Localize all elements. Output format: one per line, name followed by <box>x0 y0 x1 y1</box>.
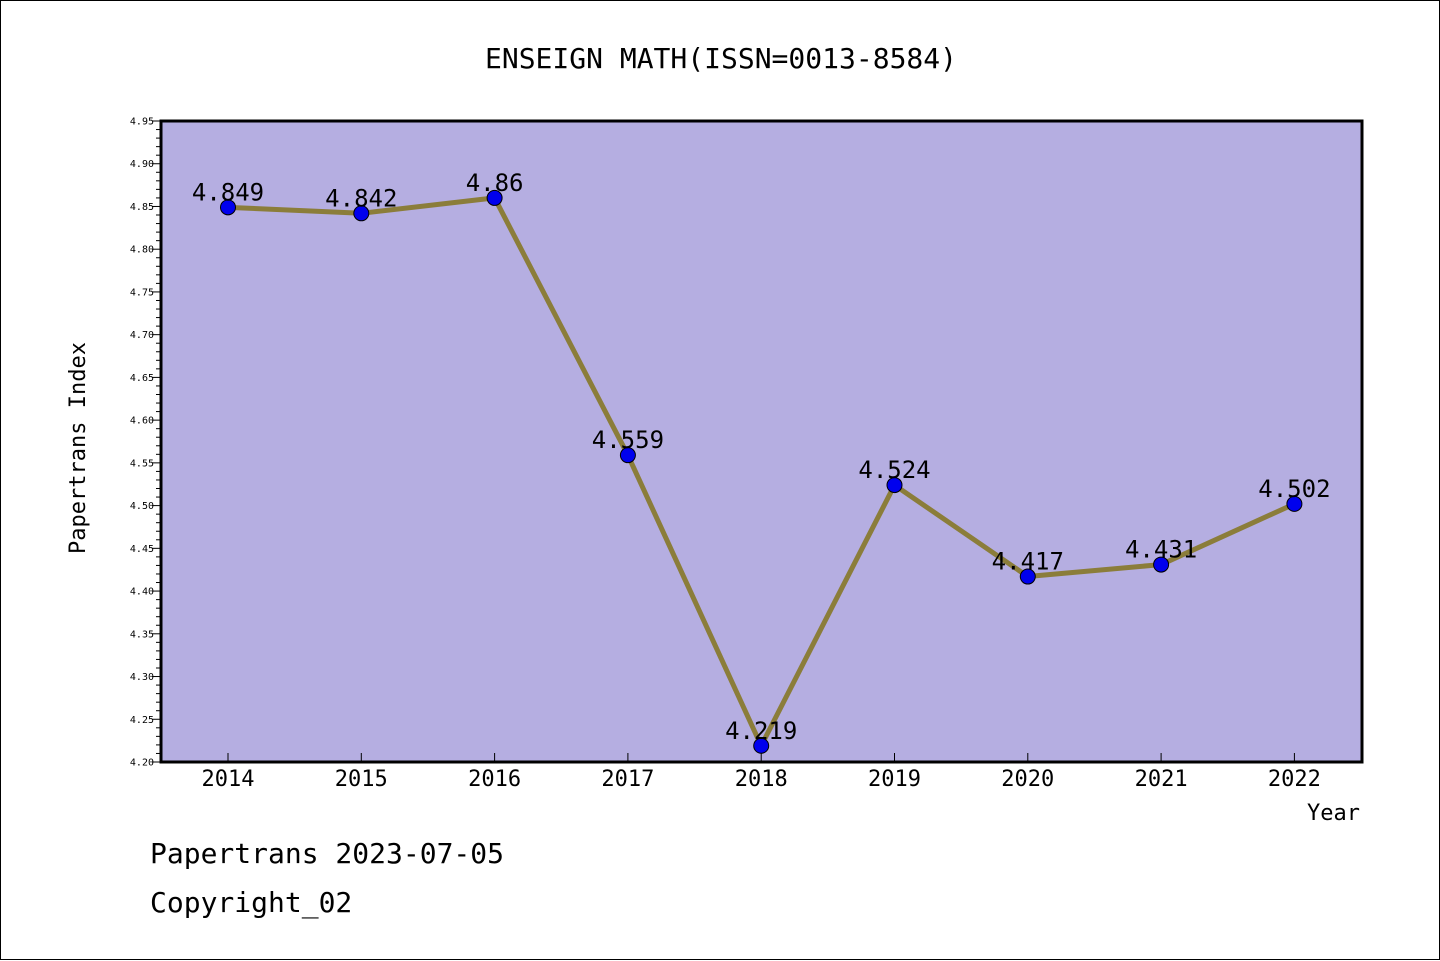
y-tick-label: 4.40 <box>130 587 154 598</box>
data-label-2019: 4.524 <box>858 456 930 484</box>
data-point-2018 <box>753 737 770 754</box>
footer-date: Papertrans 2023-07-05 <box>150 837 505 870</box>
data-label-2021: 4.431 <box>1125 536 1197 564</box>
y-axis: 4.20 4.25 4.30 4.35 4.40 4.45 4.50 4.55 4.60 4.65… <box>130 117 161 769</box>
plot-area <box>159 119 1364 764</box>
x-tick-label: 2018 <box>735 767 788 792</box>
y-tick-label: 4.75 <box>130 287 154 298</box>
data-labels: 4.849 4.842 4.86 4.559 4.219 4.524 4.417 4.431 4… <box>192 169 1331 745</box>
data-label-2017: 4.559 <box>592 426 664 454</box>
data-label-2022: 4.502 <box>1258 475 1330 503</box>
data-label-2015: 4.842 <box>325 184 397 212</box>
x-tick-label: 2015 <box>335 767 388 792</box>
y-tick-label: 4.35 <box>130 629 154 640</box>
y-tick-label: 4.25 <box>130 715 154 726</box>
y-tick-label: 4.45 <box>130 544 154 555</box>
y-tick-label: 4.55 <box>130 458 154 469</box>
data-point-2021 <box>1153 556 1170 573</box>
data-point-2019 <box>886 477 903 494</box>
data-point-2016 <box>486 189 503 206</box>
y-tick-label: 4.70 <box>130 330 154 341</box>
data-markers <box>220 189 1303 754</box>
data-point-2020 <box>1019 568 1036 585</box>
x-tick-label: 2014 <box>202 767 255 792</box>
data-label-2014: 4.849 <box>192 178 264 206</box>
y-tick-label: 4.30 <box>130 672 154 683</box>
y-tick-label: 4.90 <box>130 159 154 170</box>
y-tick-label: 4.60 <box>130 416 154 427</box>
y-tick-label: 4.80 <box>130 245 154 256</box>
data-point-2014 <box>220 199 236 216</box>
y-tick-label: 4.65 <box>130 373 154 384</box>
y-tick-label: 4.85 <box>130 202 154 213</box>
x-tick-label: 2022 <box>1268 767 1321 792</box>
data-point-2022 <box>1286 495 1303 512</box>
data-label-2020: 4.417 <box>992 548 1064 576</box>
x-tick-label: 2017 <box>601 767 654 792</box>
y-tick-label: 4.95 <box>130 117 154 128</box>
x-tick-label: 2019 <box>868 767 921 792</box>
x-tick-label: 2020 <box>1001 767 1054 792</box>
data-label-2016: 4.86 <box>466 169 524 197</box>
x-tick-label: 2016 <box>468 767 521 792</box>
data-point-2017 <box>619 447 636 464</box>
x-axis-title: Year <box>1307 801 1360 826</box>
chart-title: ENSEIGN MATH(ISSN=0013-8584) <box>485 42 957 75</box>
y-axis-title: Papertrans Index <box>66 342 91 554</box>
y-tick-label: 4.20 <box>130 758 154 769</box>
data-label-2018: 4.219 <box>725 717 797 745</box>
footer-copyright: Copyright_02 <box>150 886 353 919</box>
x-axis: 2014 2015 2016 2017 2018 2019 2020 2021 2022 <box>202 753 1321 792</box>
y-tick-label: 4.50 <box>130 501 154 512</box>
data-point-2015 <box>353 205 370 222</box>
x-tick-label: 2021 <box>1135 767 1188 792</box>
